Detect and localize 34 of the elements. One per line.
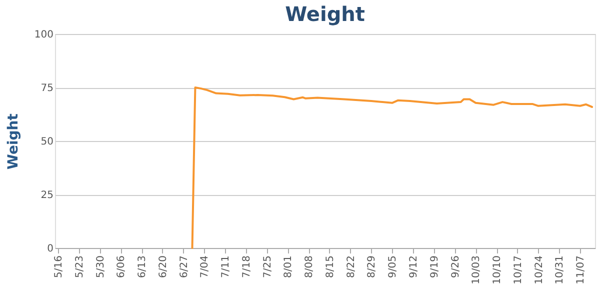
x-tick-label: 6/27 bbox=[178, 256, 190, 278]
x-tick-label: 10/24 bbox=[534, 256, 545, 284]
y-tick-label: 25 bbox=[40, 190, 54, 201]
line-series bbox=[191, 86, 594, 249]
x-tick-label: 9/26 bbox=[450, 256, 462, 278]
x-tick-label: 10/10 bbox=[492, 256, 504, 284]
x-tick-label: 5/16 bbox=[53, 256, 64, 278]
x-tick-label: 9/19 bbox=[429, 256, 440, 278]
x-tick-label: 11/07 bbox=[576, 256, 587, 284]
y-axis-title: Weight bbox=[5, 113, 22, 170]
y-tick-label: 0 bbox=[47, 244, 54, 254]
chart-title: Weight bbox=[285, 2, 366, 26]
x-tick-label: 8/01 bbox=[283, 256, 294, 278]
x-tick-label: 10/17 bbox=[512, 256, 524, 284]
x-tick-label: 9/05 bbox=[388, 256, 399, 278]
y-tick-label: 50 bbox=[40, 136, 54, 148]
x-tick-label: 7/11 bbox=[220, 256, 232, 278]
x-tick-label: 6/06 bbox=[116, 256, 128, 278]
x-tick-label: 10/03 bbox=[471, 256, 482, 284]
x-tick-label: 5/23 bbox=[74, 256, 86, 278]
x-tick-label: 6/20 bbox=[158, 256, 169, 278]
x-tick-label: 9/12 bbox=[408, 256, 420, 278]
y-tick-label: 75 bbox=[40, 83, 54, 94]
x-tick-label: 5/30 bbox=[95, 256, 106, 278]
x-tick-label: 8/08 bbox=[304, 256, 316, 278]
x-tick-label: 7/25 bbox=[262, 256, 274, 278]
x-tick-label: 8/22 bbox=[346, 256, 357, 278]
x-tick-label: 10/31 bbox=[554, 256, 566, 284]
x-tick-label: 7/04 bbox=[200, 256, 211, 278]
x-tick-label: 6/13 bbox=[137, 256, 148, 278]
x-tick-label: 8/29 bbox=[366, 256, 378, 278]
x-tick-label: 8/15 bbox=[324, 256, 336, 278]
y-tick-label: 100 bbox=[34, 30, 54, 40]
x-tick-label: 7/18 bbox=[241, 256, 252, 278]
